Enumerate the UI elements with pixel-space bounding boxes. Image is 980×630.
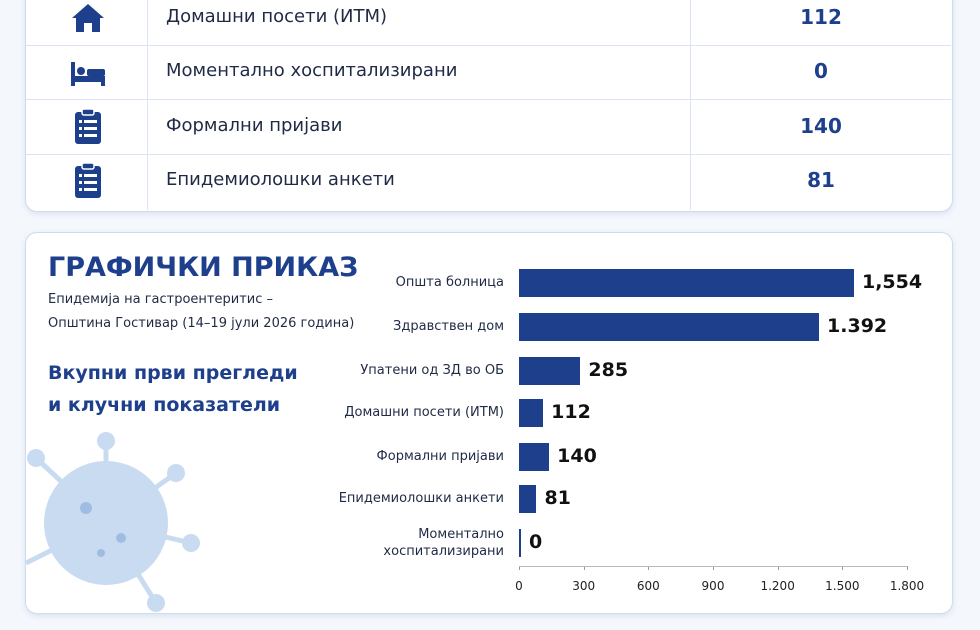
row-label: Епидемиолошки анкети — [166, 169, 395, 190]
tick-mark — [648, 566, 650, 570]
row-divider — [26, 154, 951, 155]
subtitle: Општина Гостивар (14–19 јули 2026 година… — [48, 316, 355, 331]
row-icon — [75, 162, 101, 198]
row-value: 81 — [807, 168, 835, 192]
category-label: Здравствен дом — [393, 319, 504, 334]
tick-mark — [777, 566, 779, 570]
value-label: 140 — [557, 445, 597, 467]
value-label: 0 — [529, 531, 543, 553]
category-label: Епидемиолошки анкети — [338, 491, 504, 506]
category-label: Формални пријави — [376, 449, 504, 464]
bar — [519, 485, 537, 513]
subtitle: Епидемија на гастроентеритис – — [48, 292, 274, 307]
tick-mark — [713, 566, 714, 570]
value-label: 112 — [551, 401, 591, 423]
tick-mark — [842, 566, 844, 570]
row-divider — [26, 45, 951, 46]
column-divider — [690, 0, 691, 210]
value-label: 81 — [544, 487, 571, 509]
tick-mark — [907, 566, 908, 570]
x-tick-label: 900 — [701, 579, 725, 593]
x-tick-label: 0 — [515, 579, 523, 593]
row-label: Формални пријави — [166, 115, 343, 136]
bar — [519, 399, 544, 427]
row-icon — [75, 108, 101, 144]
category-label: Општа болница — [395, 275, 504, 290]
row-icon — [72, 4, 104, 32]
category-label: Домашни посети (ИТМ) — [344, 405, 504, 420]
tick-mark — [583, 566, 585, 570]
row-value: 0 — [814, 59, 828, 83]
bar — [519, 313, 820, 341]
value-label: 1,554 — [861, 271, 923, 293]
tick-mark — [519, 566, 520, 570]
chart-title: ГРАФИЧКИ ПРИКАЗ — [48, 252, 359, 283]
category-label: Упатени од ЗД во ОБ — [360, 363, 504, 378]
x-tick-label: 1.800 — [889, 579, 925, 593]
heading: и клучни показатели — [48, 394, 281, 416]
virus-decoration — [26, 432, 200, 612]
bar — [519, 529, 521, 557]
heading: Вкупни први прегледи — [48, 362, 298, 384]
row-divider — [26, 99, 951, 100]
x-tick-label: 600 — [636, 579, 660, 593]
category-label: Моментално хоспитализирани — [383, 527, 504, 559]
x-tick-label: 1.200 — [760, 579, 795, 593]
row-label: Домашни посети (ИТМ) — [166, 6, 388, 27]
row-value: 140 — [800, 114, 842, 138]
table-panel — [25, 0, 953, 212]
bar — [519, 269, 854, 297]
bar — [519, 443, 550, 471]
bar — [519, 357, 581, 385]
row-icon — [71, 62, 105, 86]
x-tick-label: 300 — [572, 579, 596, 593]
x-tick-label: 1.500 — [825, 579, 860, 593]
value-label: 285 — [588, 359, 629, 381]
row-value: 112 — [800, 5, 842, 29]
x-axis — [519, 566, 907, 567]
column-divider — [147, 0, 148, 210]
value-label: 1.392 — [827, 315, 888, 337]
row-label: Моментално хоспитализирани — [166, 60, 458, 81]
